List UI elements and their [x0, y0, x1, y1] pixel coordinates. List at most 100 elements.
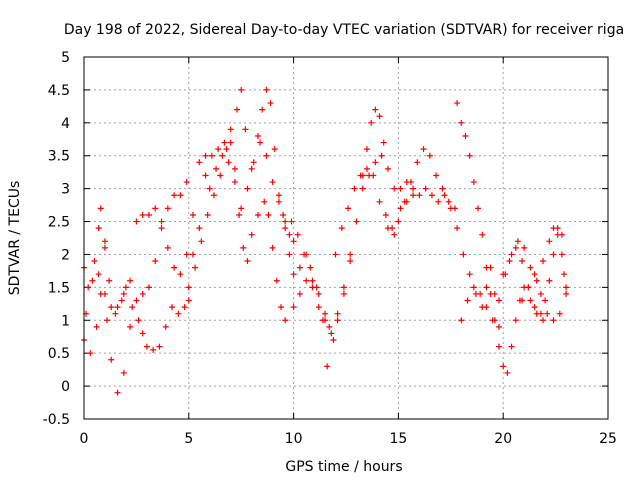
data-point	[303, 251, 310, 258]
data-point	[500, 271, 507, 278]
data-point	[439, 185, 446, 192]
data-point	[215, 146, 222, 153]
data-point	[558, 251, 565, 258]
data-point	[97, 205, 104, 212]
data-point	[363, 146, 370, 153]
data-point	[462, 132, 469, 139]
data-point	[104, 317, 111, 324]
data-point	[248, 231, 255, 238]
series-track-j	[384, 185, 503, 330]
data-point	[204, 211, 211, 218]
data-point	[410, 192, 417, 199]
data-point	[315, 304, 322, 311]
data-point	[309, 277, 316, 284]
data-point	[487, 290, 494, 297]
data-point	[244, 185, 251, 192]
data-point	[447, 205, 454, 212]
data-point	[376, 113, 383, 120]
data-point	[550, 251, 557, 258]
data-point	[397, 185, 404, 192]
data-point	[95, 271, 102, 278]
series-track-i	[332, 146, 458, 258]
data-point	[231, 179, 238, 186]
series-track-m	[500, 225, 570, 324]
data-point	[527, 264, 534, 271]
series-track-f	[206, 139, 331, 370]
data-point	[458, 317, 465, 324]
x-axis-label: GPS time / hours	[285, 459, 402, 475]
y-tick-label: 3	[61, 182, 70, 198]
data-point	[483, 264, 490, 271]
data-point	[330, 337, 337, 344]
data-point	[338, 225, 345, 232]
data-point	[265, 211, 272, 218]
data-point	[139, 211, 146, 218]
data-point	[347, 258, 354, 265]
data-point	[470, 284, 477, 291]
data-point	[315, 290, 322, 297]
data-point	[353, 218, 360, 225]
data-point	[152, 258, 159, 265]
data-point	[416, 192, 423, 199]
data-point	[309, 284, 316, 291]
data-point	[269, 244, 276, 251]
data-point	[139, 290, 146, 297]
data-point	[420, 146, 427, 153]
data-point	[234, 106, 241, 113]
data-point	[171, 192, 178, 199]
data-point	[271, 146, 278, 153]
data-point	[445, 198, 452, 205]
data-point	[106, 277, 113, 284]
data-point	[460, 251, 467, 258]
data-point	[483, 284, 490, 291]
x-tick-label: 5	[184, 431, 193, 447]
data-point	[208, 152, 215, 159]
data-point	[504, 369, 511, 376]
data-point	[554, 225, 561, 232]
data-point	[340, 290, 347, 297]
y-tick-label: 3.5	[48, 149, 70, 165]
y-tick-label: 1	[61, 313, 70, 329]
data-point	[519, 258, 526, 265]
data-point	[210, 192, 217, 199]
data-point	[231, 165, 238, 172]
data-point	[108, 304, 115, 311]
data-point	[114, 304, 121, 311]
data-point	[227, 139, 234, 146]
y-tick-label: 0.5	[48, 346, 70, 362]
data-point	[238, 205, 245, 212]
y-axis-label: SDTVAR / TECUs	[7, 181, 23, 296]
data-point	[275, 192, 282, 199]
data-point	[259, 106, 266, 113]
data-point	[120, 290, 127, 297]
data-point	[175, 310, 182, 317]
data-point	[101, 238, 108, 245]
data-point	[181, 304, 188, 311]
series-track-c	[83, 152, 209, 317]
data-point	[290, 304, 297, 311]
data-point	[227, 126, 234, 133]
data-point	[303, 277, 310, 284]
data-point	[129, 304, 136, 311]
data-point	[185, 284, 192, 291]
data-point	[177, 192, 184, 199]
data-point	[221, 139, 228, 146]
data-point	[133, 297, 140, 304]
data-point	[496, 343, 503, 350]
data-point	[380, 139, 387, 146]
y-tick-label: -0.5	[43, 412, 70, 428]
y-tick-label: 0	[61, 379, 70, 395]
data-point	[177, 271, 184, 278]
data-point	[112, 310, 119, 317]
series-track-k	[454, 100, 547, 376]
data-point	[489, 317, 496, 324]
data-point	[282, 317, 289, 324]
series-track-d	[185, 139, 289, 324]
data-point	[372, 106, 379, 113]
data-point	[158, 218, 165, 225]
x-tick-label: 10	[285, 431, 303, 447]
data-point	[466, 271, 473, 278]
data-point	[275, 198, 282, 205]
data-point	[347, 251, 354, 258]
